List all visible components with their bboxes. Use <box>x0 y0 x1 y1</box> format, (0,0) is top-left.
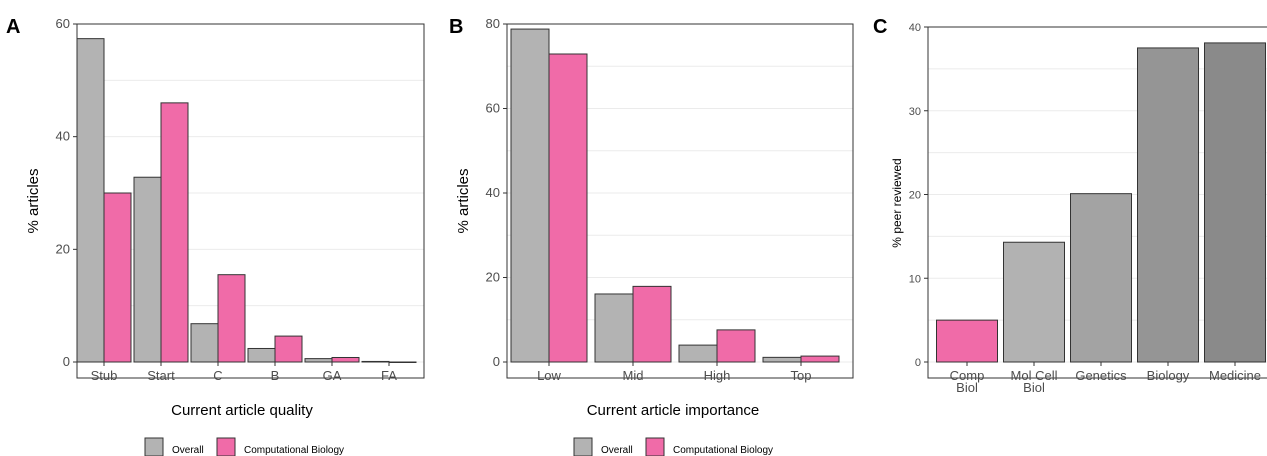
panel-c-letter: C <box>873 16 887 38</box>
panel-a-legend: Overall Computational Biology <box>144 437 344 456</box>
x-tick-label: B <box>271 368 280 383</box>
legend-label-overall: Overall <box>601 445 633 456</box>
x-tick-label: Medicine <box>1209 368 1261 383</box>
y-tick-label: 20 <box>909 190 921 202</box>
bar-overall-stub <box>76 38 105 363</box>
bar-overall-low <box>510 28 550 363</box>
bar-comp-biol <box>936 319 998 363</box>
panel-a: A 0 20 40 60 Stub Start C B GA FA Current articl… <box>6 16 425 456</box>
bar-overall-fa <box>361 360 390 363</box>
x-tick-label: C <box>213 368 222 383</box>
bar-medicine <box>1204 42 1266 363</box>
panel-a-letter: A <box>6 16 20 38</box>
legend-swatch-overall <box>144 437 164 456</box>
y-tick-label: 10 <box>909 273 921 285</box>
x-tick-label: Start <box>147 368 175 383</box>
x-tick-label: Low <box>537 368 561 383</box>
panel-a-x-axis-title: Current article quality <box>171 402 313 419</box>
y-tick-label: 20 <box>56 241 70 256</box>
y-tick-label: 0 <box>63 354 70 369</box>
bar-biology <box>1137 47 1199 363</box>
y-tick-label: 60 <box>486 101 500 116</box>
panel-b-x-axis-title: Current article importance <box>587 402 760 419</box>
bar-comp-bio-c <box>217 274 246 363</box>
x-tick-label: Stub <box>91 368 118 383</box>
legend-swatch-comp-bio <box>216 437 236 456</box>
legend-label-overall: Overall <box>172 445 204 456</box>
bar-overall-high <box>678 344 718 363</box>
x-tick-label: Genetics <box>1075 368 1127 383</box>
panel-b: B 0 20 40 60 80 Low Mid High Top Current articl… <box>449 16 854 456</box>
bar-comp-bio-ga <box>331 356 360 363</box>
panel-a-y-axis-title: % articles <box>25 168 42 233</box>
y-tick-label: 60 <box>56 16 70 31</box>
y-tick-label: 20 <box>486 270 500 285</box>
bar-overall-mid <box>594 293 634 363</box>
legend-swatch-overall <box>573 437 593 456</box>
y-tick-label: 0 <box>493 354 500 369</box>
x-tick-label: Mol Cell Biol <box>1011 368 1058 395</box>
panel-c: C 0 10 20 30 40 Comp Biol Mol Cell Biol Genetics… <box>873 16 1267 395</box>
x-tick-label: Mid <box>623 368 644 383</box>
panel-a-frame <box>76 23 425 379</box>
bar-overall-b <box>247 347 276 363</box>
bar-overall-top <box>762 356 802 363</box>
bar-comp-bio-high <box>716 329 756 363</box>
y-tick-label: 40 <box>909 22 921 34</box>
bar-comp-bio-top <box>800 355 840 363</box>
panel-c-y-axis-title: % peer reviewed <box>890 158 904 247</box>
bar-mol-cell-biol <box>1003 241 1065 363</box>
panel-b-letter: B <box>449 16 463 38</box>
x-tick-label: Top <box>791 368 812 383</box>
legend-swatch-comp-bio <box>645 437 665 456</box>
bar-overall-start <box>133 176 162 363</box>
bar-comp-bio-start <box>160 102 189 363</box>
y-tick-label: 40 <box>56 129 70 144</box>
bar-genetics <box>1070 193 1132 363</box>
panel-b-legend: Overall Computational Biology <box>573 437 773 456</box>
x-tick-label: High <box>704 368 731 383</box>
y-tick-label: 40 <box>486 185 500 200</box>
bar-overall-c <box>190 323 219 363</box>
x-tick-label: GA <box>323 368 342 383</box>
x-tick-label: Comp Biol <box>950 368 985 395</box>
bar-comp-bio-fa <box>388 361 417 363</box>
panel-b-frame <box>506 23 854 379</box>
x-tick-label: FA <box>381 368 397 383</box>
panel-c-frame <box>927 26 1267 379</box>
y-tick-label: 80 <box>486 16 500 31</box>
legend-label-comp-bio: Computational Biology <box>244 445 344 456</box>
legend-label-comp-bio: Computational Biology <box>673 445 773 456</box>
panel-b-y-axis-title: % articles <box>455 168 472 233</box>
x-tick-label: Biology <box>1147 368 1190 383</box>
y-tick-label: 30 <box>909 106 921 118</box>
bar-comp-bio-mid <box>632 285 672 363</box>
bar-comp-bio-stub <box>103 192 132 363</box>
bar-comp-bio-b <box>274 335 303 363</box>
bar-overall-ga <box>304 358 333 363</box>
y-tick-label: 0 <box>915 357 921 369</box>
bar-comp-bio-low <box>548 53 588 363</box>
